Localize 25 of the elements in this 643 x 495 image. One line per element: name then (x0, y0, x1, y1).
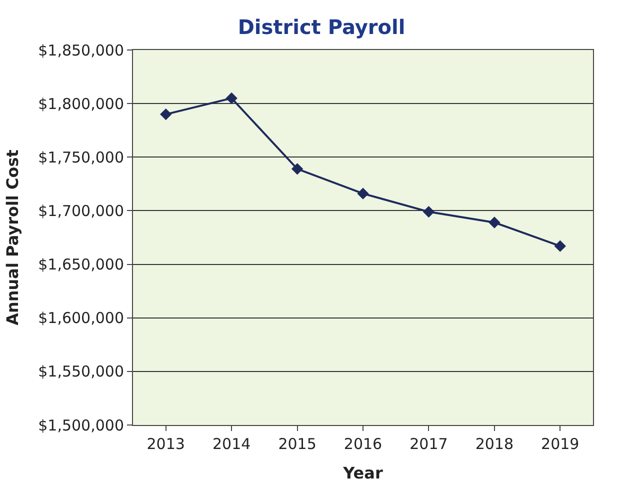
y-tick-label: $1,650,000 (38, 256, 124, 274)
x-tick-label: 2013 (146, 435, 185, 453)
y-tick-label: $1,700,000 (38, 202, 124, 220)
point (422, 206, 435, 218)
x-tick-label: 2018 (475, 435, 514, 453)
point (160, 108, 172, 120)
chart-title: District Payroll (238, 14, 406, 39)
y-axis-title: Annual Payroll Cost (3, 149, 22, 326)
y-tick-label: $1,500,000 (38, 416, 124, 434)
point (488, 216, 500, 228)
x-axis-title: Year (342, 464, 383, 483)
x-tick-label: 2019 (541, 435, 580, 453)
x-tick-label: 2015 (278, 435, 316, 453)
point (226, 92, 238, 104)
y-tick-label: $1,550,000 (38, 362, 124, 381)
y-tick-label: $1,750,000 (38, 148, 124, 166)
y-tick-label: $1,850,000 (38, 41, 124, 60)
y-tick-label: $1,600,000 (38, 309, 124, 328)
point (357, 188, 369, 200)
point (291, 163, 304, 175)
x-tick-label: 2014 (212, 435, 251, 453)
x-tick-label: 2016 (344, 435, 382, 453)
x-tick-label: 2017 (410, 435, 448, 453)
y-tick-label: $1,800,000 (38, 94, 124, 113)
point (554, 240, 566, 252)
